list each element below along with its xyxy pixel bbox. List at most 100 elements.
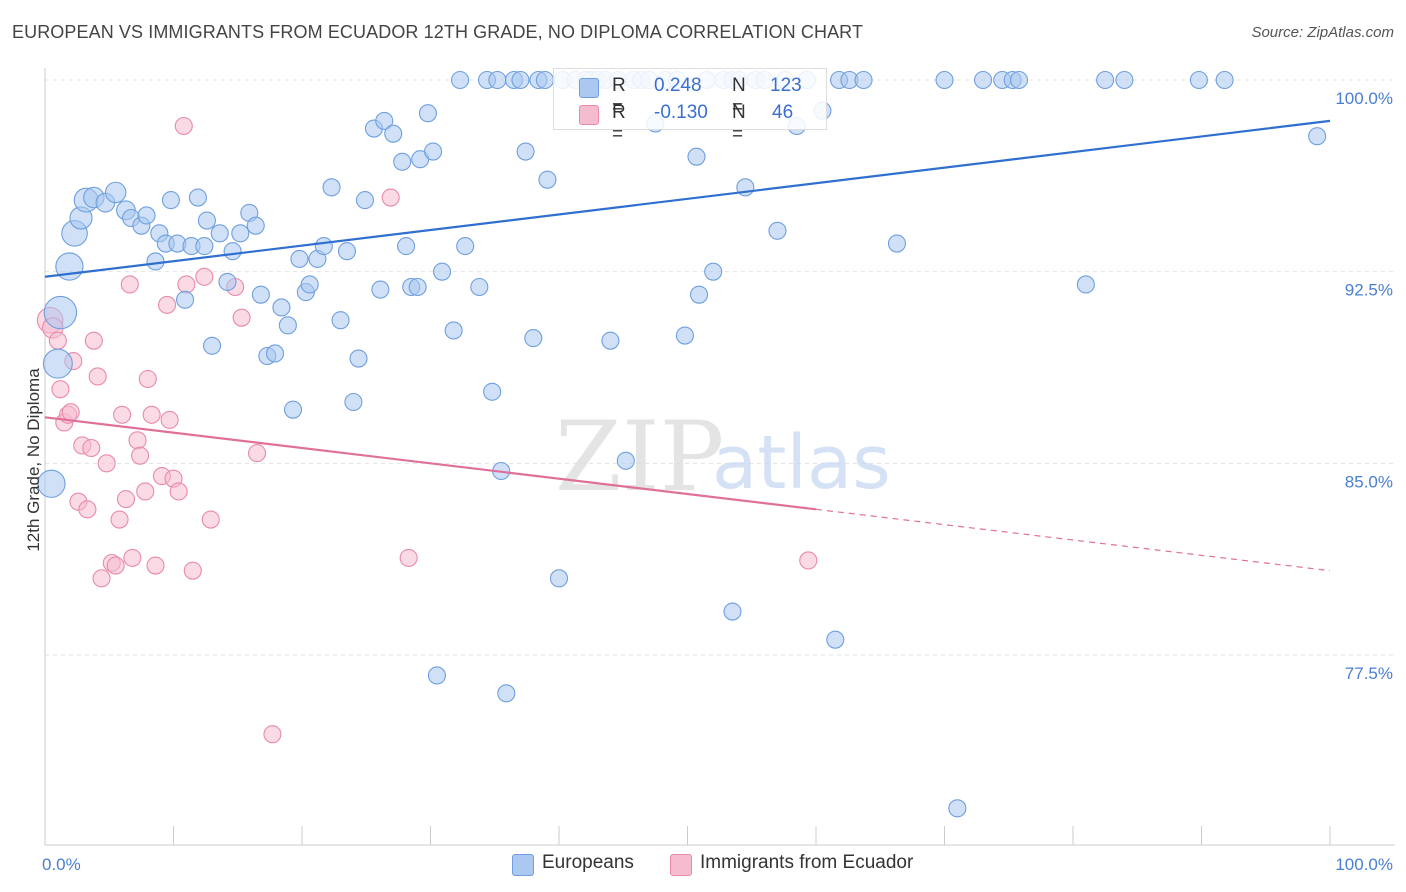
ecuador-point (92, 569, 111, 588)
europeans-point (384, 124, 403, 143)
europeans-point (887, 234, 907, 253)
axes (44, 68, 1395, 846)
ecuador-swatch (670, 854, 692, 876)
ecuador-point (120, 275, 139, 294)
europeans-point (246, 216, 265, 235)
ecuador-point (138, 369, 157, 389)
watermark-atlas: atlas (712, 420, 891, 506)
ecuador-point (48, 331, 67, 350)
ecuador-point (799, 551, 818, 570)
ecuador-point (399, 548, 418, 567)
europeans-point (948, 799, 967, 818)
europeans-point (433, 262, 452, 281)
ecuador-trend-extension (815, 508, 1331, 572)
europeans-point (538, 170, 557, 189)
europeans-point (300, 275, 319, 294)
ecuador-point (174, 116, 193, 136)
ecuador-point (158, 295, 177, 314)
europeans-point (43, 295, 78, 330)
correlation-legend: R = 0.248 N = 123 R = -0.130 N = 46 (553, 68, 827, 145)
europeans-point (1215, 70, 1234, 90)
europeans-point (197, 211, 216, 230)
ecuador-point (51, 380, 70, 399)
europeans-point (408, 277, 427, 297)
europeans-point (497, 684, 516, 703)
y-tick-label: 85.0% (1345, 472, 1393, 491)
europeans-point (393, 152, 412, 171)
europeans-label: Europeans (542, 852, 634, 873)
europeans-point (203, 336, 222, 355)
legend-n-value: 123 (770, 75, 802, 96)
y-tick-label: 77.5% (1345, 664, 1393, 683)
europeans-point (1076, 275, 1095, 294)
europeans-point (483, 382, 502, 401)
ecuador-point (183, 561, 202, 580)
europeans-point (444, 321, 463, 340)
europeans-point (176, 290, 195, 309)
y-tick-label: 92.5% (1345, 281, 1393, 300)
europeans-point (375, 111, 394, 130)
europeans-point (424, 142, 443, 161)
grid-lines (45, 79, 1395, 656)
legend-swatch-pink (579, 105, 599, 125)
chart-title: EUROPEAN VS IMMIGRANTS FROM ECUADOR 12TH… (12, 22, 864, 42)
europeans-point (549, 569, 569, 588)
ecuador-point (201, 510, 220, 529)
ecuador-point (116, 490, 136, 509)
europeans-point (265, 344, 285, 363)
europeans-point (137, 206, 156, 225)
europeans-point (973, 70, 993, 90)
europeans-point (188, 188, 207, 207)
europeans-point (511, 70, 530, 90)
ecuador-point (146, 556, 165, 575)
europeans-point (616, 451, 635, 470)
ecuador-point (106, 556, 125, 575)
x-tick-max: 100.0% (1335, 855, 1393, 874)
europeans-point (349, 349, 368, 368)
source-label[interactable]: Source: ZipAtlas.com (1251, 24, 1394, 41)
ecuador-trend-line (44, 416, 817, 511)
europeans-point (161, 191, 180, 210)
legend-r-label: R = (612, 102, 626, 145)
europeans-point (687, 147, 706, 166)
ecuador-point (78, 500, 97, 519)
europeans-point (355, 191, 375, 210)
ecuador-point (123, 548, 142, 567)
ecuador-point (263, 725, 282, 744)
legend-r-value: -0.130 (654, 102, 708, 123)
ecuador-point (82, 438, 101, 458)
ecuador-point (247, 444, 267, 463)
europeans-point (470, 277, 489, 297)
ecuador-point (136, 482, 155, 501)
legend-r-label: R = (612, 75, 626, 118)
europeans-point (231, 224, 250, 243)
europeans-point (1189, 70, 1208, 90)
europeans-point (272, 298, 291, 317)
europeans-point (278, 316, 297, 335)
europeans-point (675, 326, 694, 345)
europeans-point (283, 400, 303, 419)
ecuador-point (381, 188, 400, 207)
ecuador-point (177, 275, 196, 294)
europeans-point (322, 178, 341, 197)
europeans-trend-line (44, 119, 1331, 278)
ecuador-point (113, 405, 132, 424)
europeans-swatch (512, 854, 534, 876)
europeans-point (195, 237, 214, 256)
europeans-point (456, 237, 475, 256)
x-tick-min: 0.0% (42, 855, 81, 874)
europeans-point (218, 272, 237, 291)
europeans-point (704, 262, 723, 281)
europeans-point (1009, 70, 1029, 90)
y-axis-title: 12th Grade, No Diploma (24, 368, 43, 552)
ecuador-point (160, 410, 179, 429)
europeans-point (451, 70, 470, 90)
europeans-point (223, 242, 242, 261)
europeans-point (1096, 70, 1115, 90)
europeans-point (854, 70, 873, 90)
europeans-point (524, 329, 543, 348)
europeans-point (146, 252, 165, 271)
europeans-point (601, 331, 620, 350)
legend-n-value: 46 (772, 102, 794, 123)
